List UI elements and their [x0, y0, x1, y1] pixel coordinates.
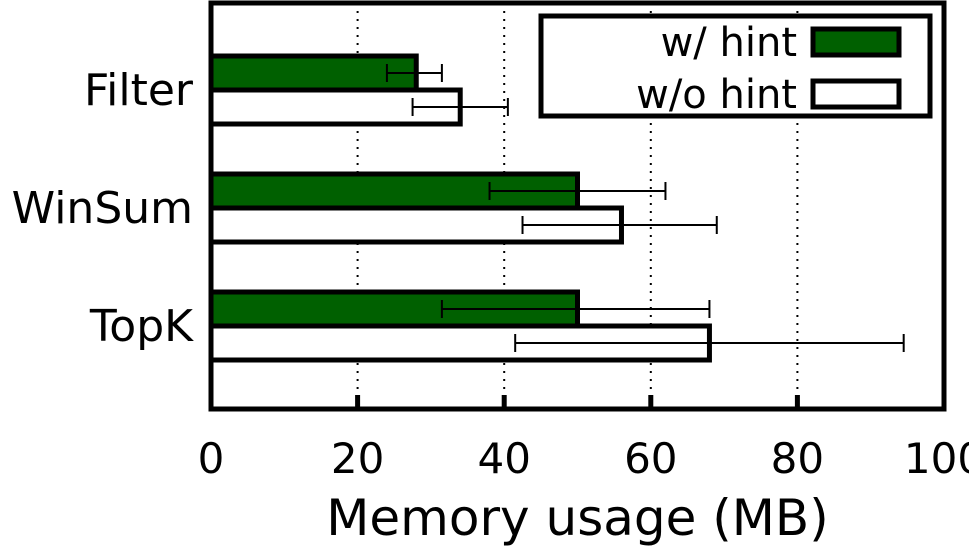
plot-frame [208, 0, 947, 412]
error-bar [385, 64, 443, 82]
legend-label: w/o hint [636, 72, 797, 118]
x-ticks: 0 20 40 60 80 100 [198, 395, 969, 483]
legend: w/ hint w/o hint [538, 13, 933, 119]
error-bars [385, 64, 905, 352]
legend-swatch [810, 78, 902, 110]
error-bar [488, 182, 667, 200]
x-tick-label: 0 [198, 434, 225, 483]
x-tick-label: 100 [904, 434, 969, 483]
x-tick-label: 40 [477, 434, 530, 483]
x-tick-label: 20 [331, 434, 384, 483]
error-bar [514, 334, 905, 352]
error-bar [440, 300, 711, 318]
x-tick-label: 60 [624, 434, 677, 483]
x-axis-title: Memory usage (MB) [326, 489, 828, 547]
category-label: Filter [84, 65, 194, 116]
error-bar [411, 98, 509, 116]
category-label: TopK [89, 301, 194, 352]
y-category-labels: Filter WinSum TopK [12, 65, 194, 352]
x-tick-label: 80 [771, 434, 824, 483]
legend-swatch [810, 26, 902, 58]
bar-with-hint [208, 53, 419, 93]
category-label: WinSum [12, 183, 193, 234]
error-bar [521, 216, 718, 234]
legend-label: w/ hint [661, 20, 797, 66]
